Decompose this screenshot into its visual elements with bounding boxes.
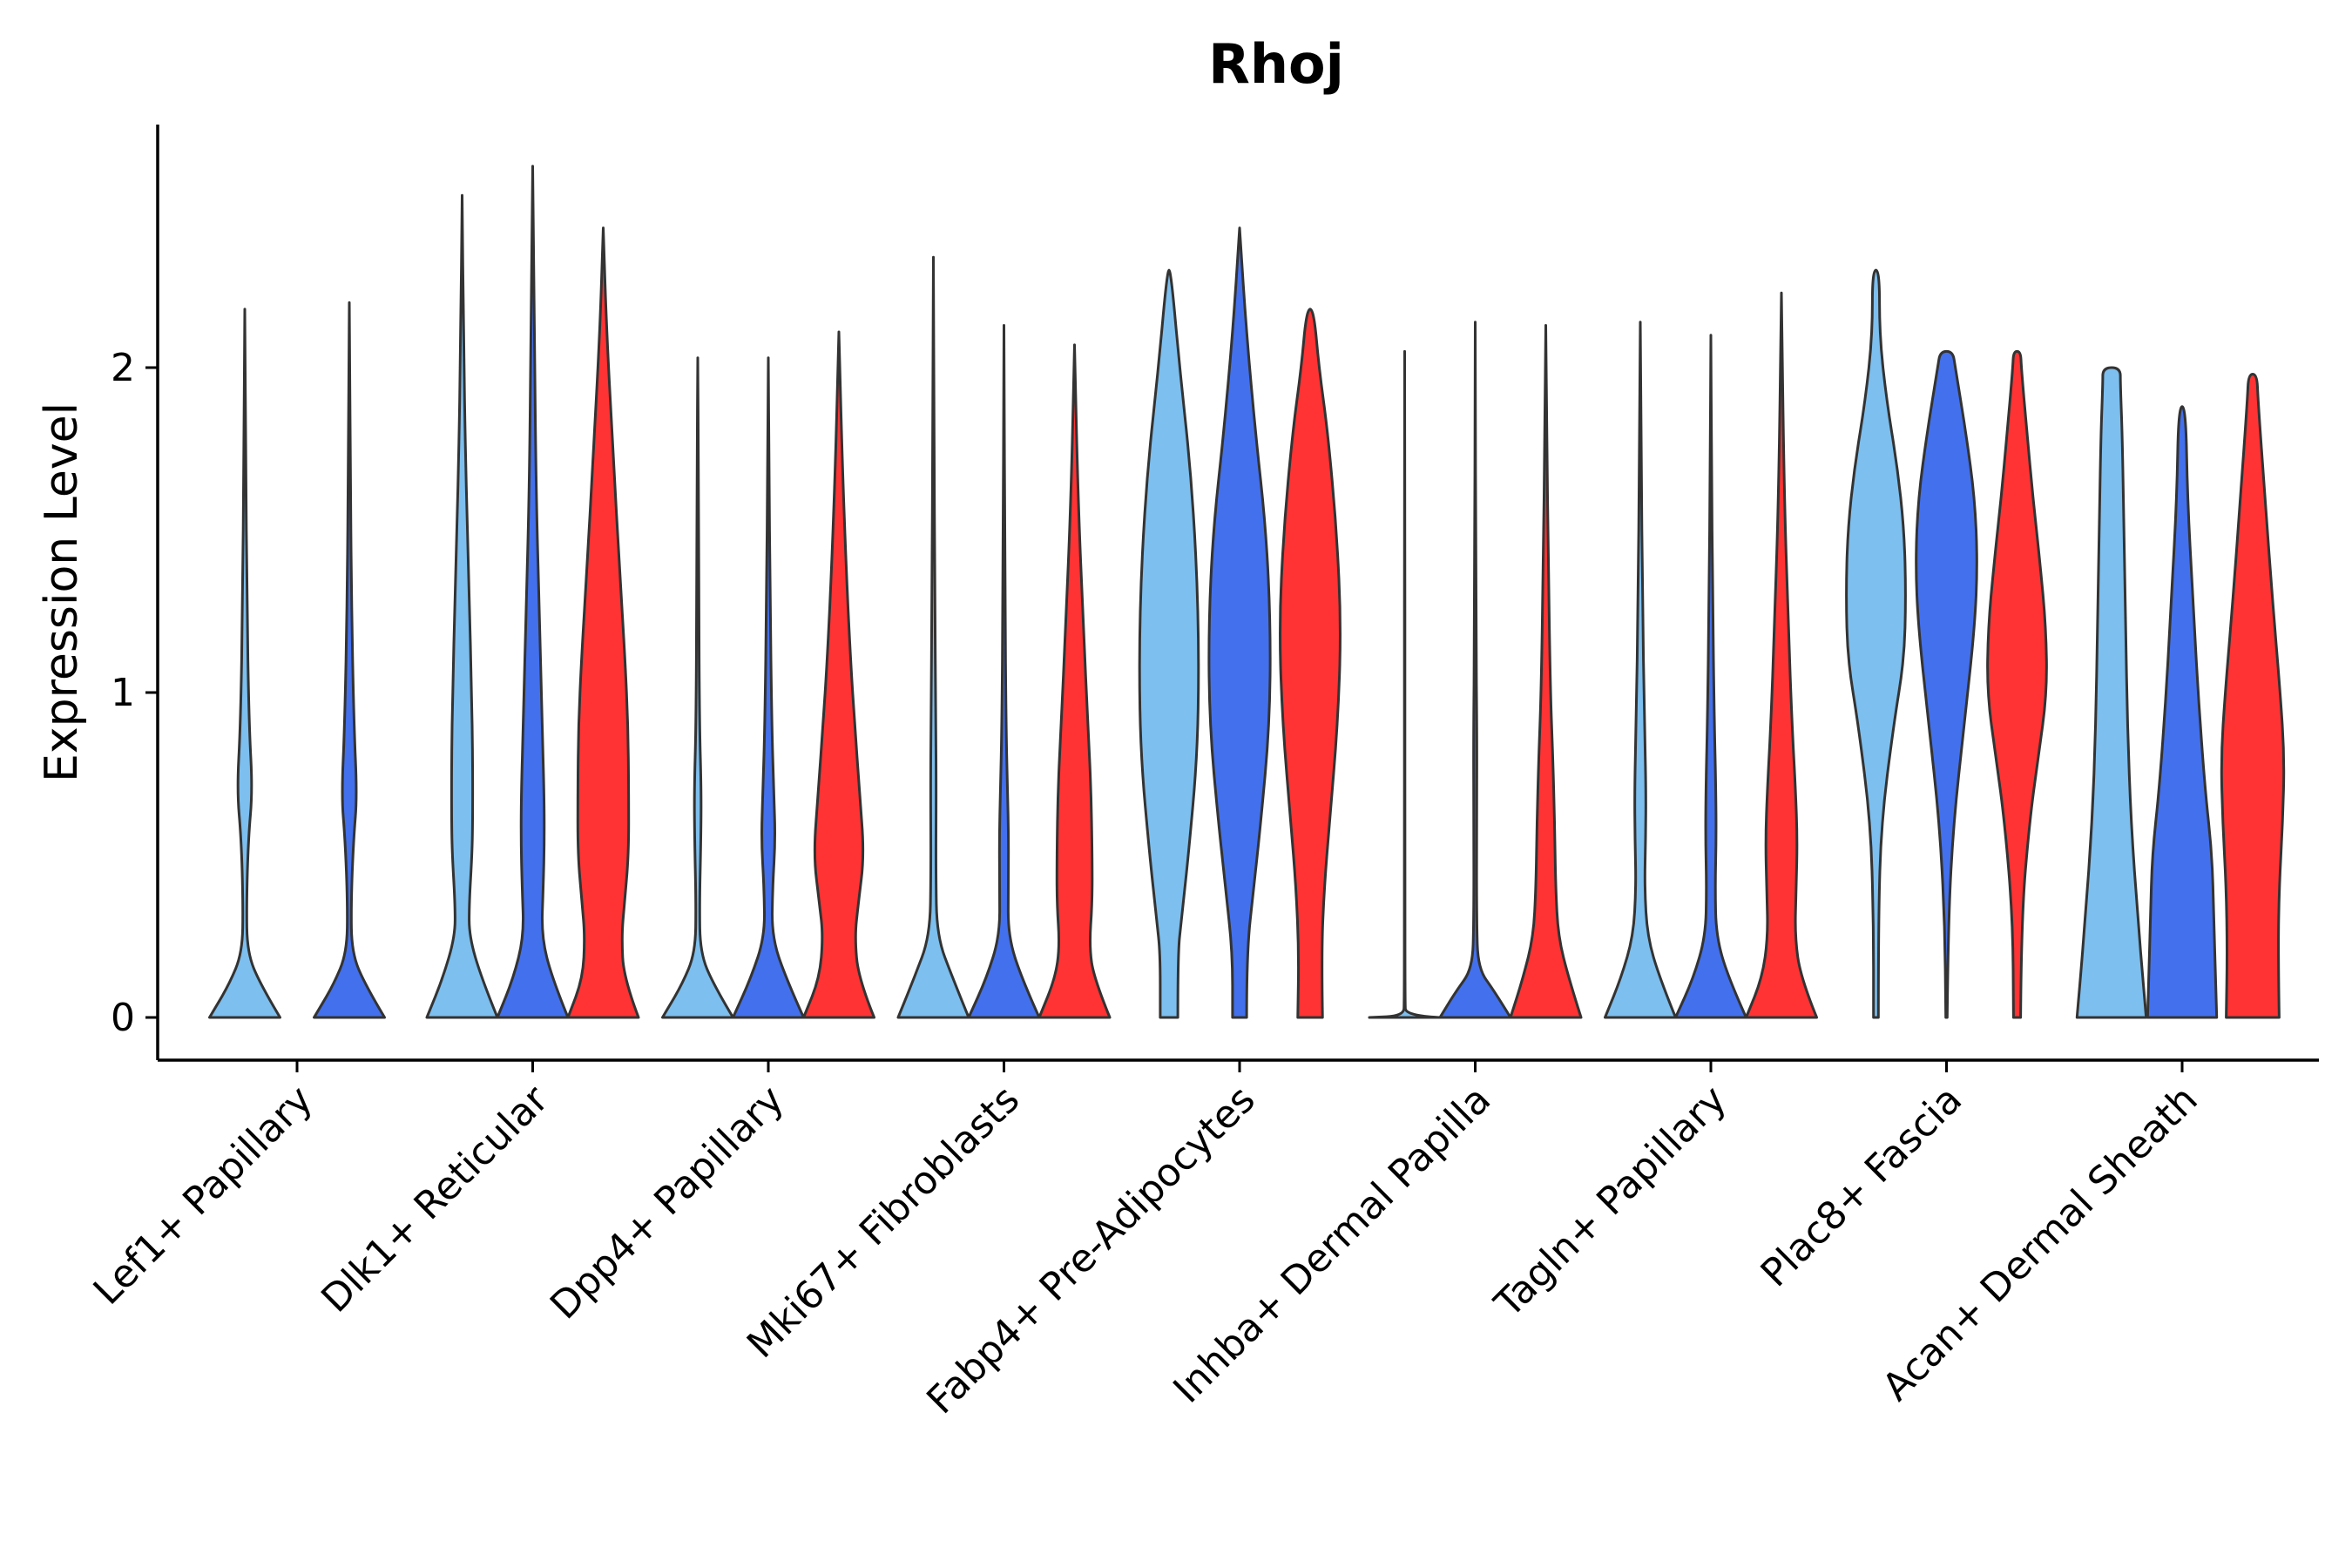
- violin-9-2: [2146, 405, 2219, 1019]
- x-tick-label: Tagln+ Papillary: [1486, 1078, 1735, 1327]
- violin-6-3: [1509, 324, 1583, 1019]
- x-tick-label: Lef1+ Papillary: [85, 1078, 321, 1314]
- violin-9-1: [2075, 366, 2148, 1019]
- y-tick-label: 1: [111, 671, 135, 715]
- violin-5-1: [1138, 268, 1200, 1019]
- x-tick-label: Dlk1+ Reticular: [313, 1077, 558, 1321]
- violin-6-2: [1438, 321, 1512, 1019]
- x-tick-label: Mki67+ Fibroblasts: [739, 1078, 1028, 1367]
- y-ticks: 0 1 2: [111, 346, 158, 1040]
- violin-3-2: [732, 356, 805, 1019]
- violin-3-1: [661, 356, 734, 1019]
- violin-7-1: [1604, 321, 1677, 1019]
- violin-8-3: [1986, 349, 2048, 1019]
- violin-plot-area: [208, 165, 2286, 1019]
- violin-2-1: [425, 193, 499, 1019]
- violin-4-1: [896, 255, 970, 1019]
- violin-1-2: [313, 301, 386, 1019]
- y-axis-label: Expression Level: [36, 402, 88, 782]
- violin-5-3: [1279, 308, 1342, 1019]
- violin-7-3: [1745, 291, 1818, 1019]
- violin-8-1: [1845, 268, 1907, 1019]
- violin-7-2: [1674, 334, 1747, 1019]
- violin-1-1: [208, 308, 281, 1019]
- violin-4-2: [967, 324, 1041, 1019]
- x-tick-label: Dpp4+ Papillary: [542, 1078, 793, 1328]
- violin-3-3: [802, 330, 875, 1019]
- violin-6-1: [1368, 349, 1442, 1019]
- y-tick-label: 0: [111, 996, 135, 1040]
- chart-title: Rhoj: [1208, 32, 1344, 96]
- violin-5-2: [1207, 226, 1272, 1019]
- violin-8-2: [1915, 349, 1978, 1019]
- x-tick-label: Plac8+ Fascia: [1753, 1078, 1971, 1296]
- violin-2-3: [566, 226, 640, 1019]
- violin-4-3: [1037, 343, 1112, 1019]
- violin-9-3: [2220, 373, 2286, 1019]
- violin-2-2: [496, 165, 570, 1019]
- y-tick-label: 2: [111, 346, 135, 390]
